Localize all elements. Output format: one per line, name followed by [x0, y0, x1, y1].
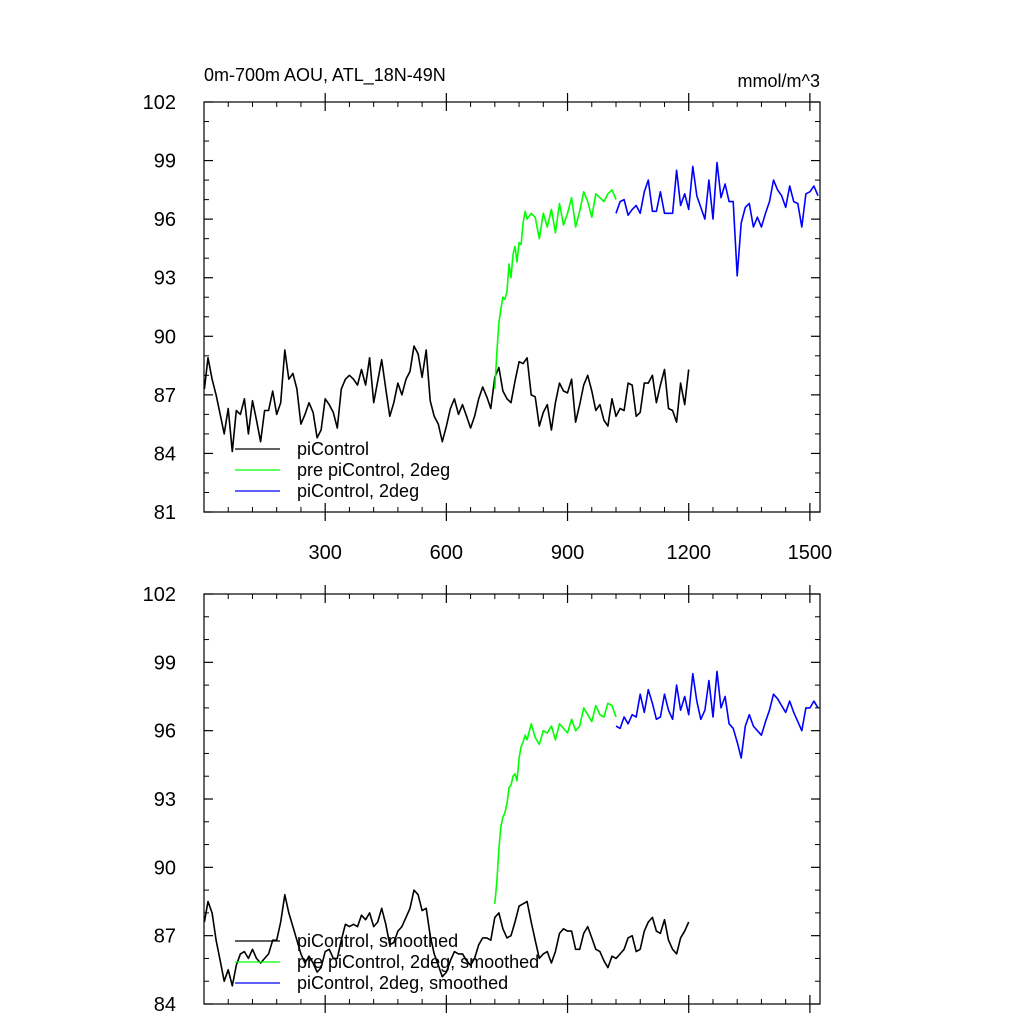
plot-frame	[203, 593, 821, 1005]
legend-label-picontrol-smoothed: piControl, smoothed	[297, 931, 458, 951]
legend-label-picontrol: piControl	[297, 439, 369, 459]
legend: piControl, smoothed pre piControl, 2deg,…	[235, 931, 539, 993]
bottom-panel: piControl, smoothed pre piControl, 2deg,…	[143, 584, 821, 1016]
units-label: mmol/m^3	[738, 71, 820, 91]
axes: 81 84 87 90 93 96 99 102 300 600 900 1200 1500	[143, 92, 833, 564]
y-tick-label: 87	[154, 385, 176, 407]
x-tick-label: 900	[551, 542, 584, 564]
y-tick-label: 102	[143, 92, 176, 114]
y-tick-label: 96	[154, 721, 176, 743]
x-tick-label: 1500	[788, 542, 833, 564]
top-panel: 0m-700m AOU, ATL_18N-49N mmol/m^3 piCont…	[143, 65, 833, 564]
series-group	[203, 670, 819, 987]
y-tick-label: 84	[154, 994, 176, 1016]
series-line-2	[494, 189, 617, 390]
y-tick-label: 102	[143, 584, 176, 606]
series-line-3	[615, 161, 819, 277]
plot-frame	[203, 101, 821, 513]
series-line-3	[615, 670, 819, 759]
y-tick-label: 81	[154, 502, 176, 524]
y-tick-label: 87	[154, 926, 176, 948]
series-group	[203, 161, 819, 453]
legend-label-pre-picontrol-smoothed: pre piControl, 2deg, smoothed	[297, 952, 539, 972]
x-tick-label: 600	[430, 542, 463, 564]
chart-title: 0m-700m AOU, ATL_18N-49N	[204, 65, 446, 86]
legend-label-pre-picontrol: pre piControl, 2deg	[297, 460, 450, 480]
series-line-2	[494, 702, 617, 904]
legend-label-picontrol-2deg: piControl, 2deg	[297, 481, 419, 501]
y-tick-label: 96	[154, 209, 176, 231]
x-tick-label: 300	[308, 542, 341, 564]
axes: 84 87 90 93 96 99 102	[143, 584, 820, 1016]
y-tick-label: 93	[154, 268, 176, 290]
y-tick-label: 93	[154, 789, 176, 811]
y-tick-label: 99	[154, 652, 176, 674]
x-tick-label: 1200	[666, 542, 711, 564]
y-tick-label: 99	[154, 151, 176, 173]
y-tick-label: 90	[154, 326, 176, 348]
y-tick-label: 90	[154, 857, 176, 879]
series-line-1	[203, 345, 690, 453]
series-line-1	[203, 889, 690, 987]
legend-label-picontrol-2deg-smoothed: piControl, 2deg, smoothed	[297, 973, 508, 993]
legend: piControl pre piControl, 2deg piControl,…	[235, 439, 450, 501]
y-tick-label: 84	[154, 443, 176, 465]
